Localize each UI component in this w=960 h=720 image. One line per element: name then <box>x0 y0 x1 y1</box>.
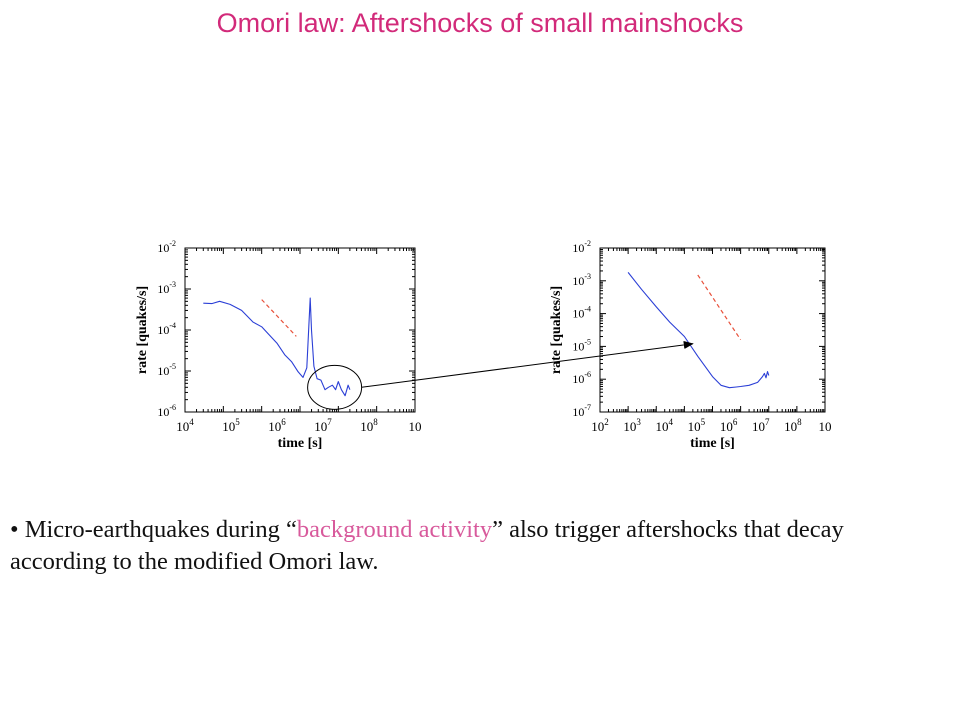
x-tick-label: 103 <box>623 417 641 434</box>
x-tick-label: 10 <box>409 419 422 434</box>
bullet-point: • Micro-earthquakes during “background a… <box>10 514 940 578</box>
chart-left-plot: 104 105 106 107 108 10 10-6 10-5 10-4 10-3 10-2 tim… <box>135 239 422 451</box>
y-tick-label: 10-3 <box>572 272 591 288</box>
y-tick-label: 10-2 <box>157 239 176 255</box>
y-tick-label: 10-4 <box>157 321 176 337</box>
bullet-text-before: Micro-earthquakes during <box>24 516 286 543</box>
x-tick-label: 108 <box>360 417 378 434</box>
y-tick-label: 10-6 <box>157 403 176 419</box>
x-tick-label: 104 <box>656 417 674 434</box>
bullet-text-after: also trigger aftershocks that decay acco… <box>10 516 844 575</box>
close-quote: ” <box>492 516 503 543</box>
link-arrow <box>361 341 694 388</box>
reference-slope-line <box>697 274 742 341</box>
x-tick-label: 106 <box>268 417 286 434</box>
x-tick-label: 104 <box>176 417 194 434</box>
reference-slope-line <box>261 299 297 337</box>
rate-series-line <box>203 297 351 397</box>
x-tick-label: 107 <box>752 417 770 434</box>
plot-frame <box>184 247 416 413</box>
rate-series-line <box>627 272 770 389</box>
y-tick-label: 10-4 <box>572 305 591 321</box>
highlight-phrase: background activity <box>296 516 493 543</box>
y-tick-label: 10-5 <box>157 362 176 378</box>
y-axis-label: rate [quakes/s] <box>549 286 564 374</box>
x-tick-label: 106 <box>720 417 738 434</box>
x-tick-label: 105 <box>688 417 706 434</box>
x-tick-label: 108 <box>784 417 802 434</box>
x-tick-label: 107 <box>314 417 332 434</box>
plot-frame <box>599 247 826 413</box>
y-tick-label: 10-7 <box>572 403 591 419</box>
chart-right-plot: 102 103 104 105 106 107 108 10 10-7 10-6 10-5 10-4 1… <box>549 239 832 451</box>
y-axis-label: rate [quakes/s] <box>135 286 150 374</box>
y-tick-label: 10-3 <box>157 280 176 296</box>
x-tick-label: 105 <box>222 417 240 434</box>
slide-title: Omori law: Aftershocks of small mainshoc… <box>216 8 744 38</box>
y-tick-label: 10-5 <box>572 337 591 353</box>
x-tick-label: 102 <box>591 417 609 434</box>
x-tick-label: 10 <box>819 419 832 434</box>
y-tick-label: 10-2 <box>572 239 591 255</box>
x-axis-label: time [s] <box>690 436 735 451</box>
x-axis-label: time [s] <box>278 436 323 451</box>
y-tick-label: 10-6 <box>572 370 591 386</box>
highlight-ellipse <box>307 364 363 410</box>
bullet-marker: • <box>10 516 19 543</box>
open-quote: “ <box>285 516 297 543</box>
